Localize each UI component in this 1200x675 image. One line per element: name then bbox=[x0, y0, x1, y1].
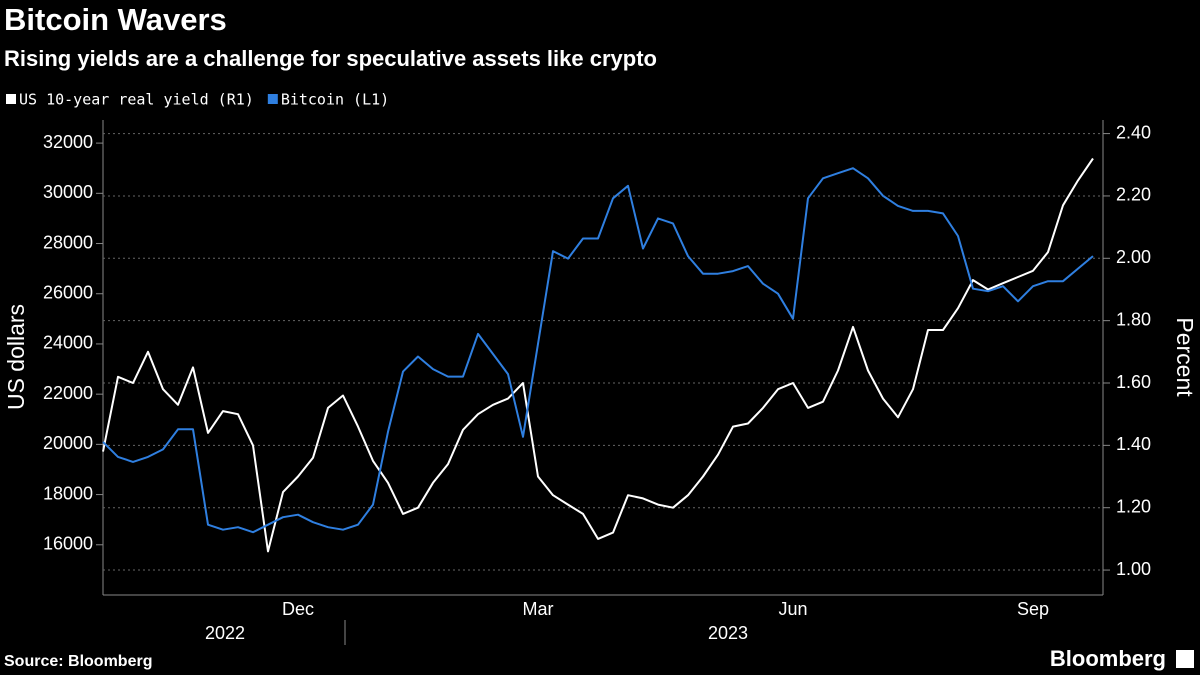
legend-label: US 10-year real yield (R1) bbox=[19, 91, 254, 109]
legend-label: Bitcoin (L1) bbox=[281, 91, 389, 109]
x-tick-label: Jun bbox=[778, 599, 807, 619]
series-line bbox=[102, 157, 1094, 553]
y2-tick-label: 2.00 bbox=[1116, 247, 1151, 267]
x-tick-label: Sep bbox=[1017, 599, 1049, 619]
y-tick-label: 32000 bbox=[43, 132, 93, 152]
brand-icon bbox=[1176, 650, 1194, 668]
legend-swatch bbox=[267, 94, 278, 104]
x-tick-label: Mar bbox=[523, 599, 554, 619]
y-tick-label: 30000 bbox=[43, 182, 93, 202]
chart-subtitle: Rising yields are a challenge for specul… bbox=[4, 46, 657, 71]
source: Source: Bloomberg bbox=[4, 653, 152, 670]
x-group-label: 2023 bbox=[708, 623, 748, 643]
y-tick-label: 26000 bbox=[43, 282, 93, 302]
y-axis-title: US dollars bbox=[3, 304, 29, 410]
y2-tick-label: 2.40 bbox=[1116, 122, 1151, 142]
y2-tick-label: 1.00 bbox=[1116, 559, 1151, 579]
y2-tick-label: 2.20 bbox=[1116, 185, 1151, 205]
y2-tick-label: 1.60 bbox=[1116, 372, 1151, 392]
branding: Bloomberg bbox=[1050, 646, 1166, 671]
chart-title: Bitcoin Wavers bbox=[4, 2, 227, 37]
x-group-label: 2022 bbox=[205, 623, 245, 643]
x-tick-label: Dec bbox=[282, 599, 314, 619]
y-tick-label: 28000 bbox=[43, 232, 93, 252]
y-tick-label: 16000 bbox=[43, 534, 93, 554]
y-tick-label: 20000 bbox=[43, 433, 93, 453]
y-tick-label: 24000 bbox=[43, 333, 93, 353]
y2-tick-label: 1.20 bbox=[1116, 496, 1151, 516]
y-tick-label: 22000 bbox=[43, 383, 93, 403]
y2-tick-label: 1.80 bbox=[1116, 309, 1151, 329]
series-line bbox=[102, 167, 1094, 534]
legend-swatch bbox=[6, 94, 16, 104]
y2-tick-label: 1.40 bbox=[1116, 434, 1151, 454]
y-tick-label: 18000 bbox=[43, 483, 93, 503]
y2-axis-title: Percent bbox=[1172, 317, 1198, 397]
